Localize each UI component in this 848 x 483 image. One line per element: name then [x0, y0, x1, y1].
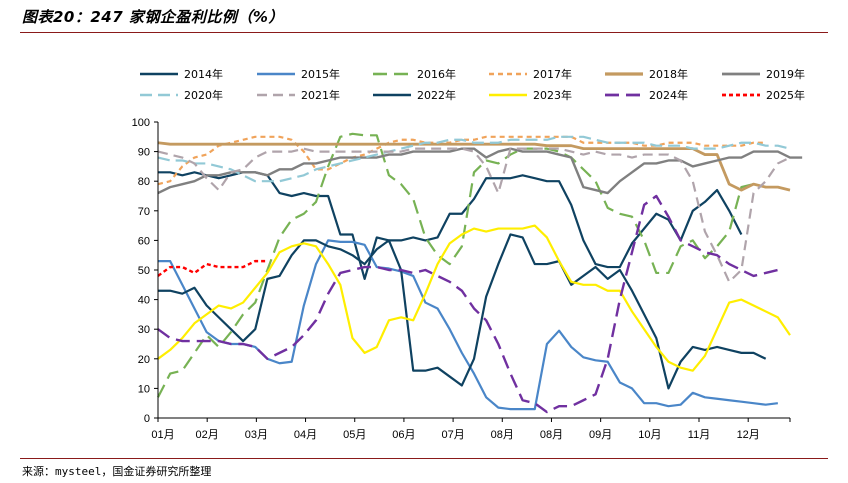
x-tick-label: 05月 [343, 429, 366, 441]
y-tick-label: 60 [138, 235, 150, 247]
y-tick-label: 20 [138, 354, 150, 366]
y-tick-label: 100 [132, 117, 150, 129]
chart-title: 图表20：247 家钢企盈利比例（%） [22, 8, 284, 26]
y-tick-label: 80 [138, 176, 150, 188]
series-line-2022年 [158, 233, 767, 390]
y-tick-label: 10 [138, 383, 150, 395]
series-line-2021年 [157, 147, 791, 283]
x-tick-label: 06月 [392, 429, 415, 441]
series-line-2016年 [157, 132, 766, 398]
source-note: 来源：mysteel，国金证券研究所整理 [22, 465, 212, 478]
y-tick-label: 30 [138, 324, 150, 336]
y-tick-label: 0 [144, 413, 150, 425]
series-line-2025年 [157, 259, 268, 277]
axes: 0 10 20 30 40 50 60 70 80 90 100 01月 02月 03月 04月 05月 06月… [132, 117, 791, 441]
series-line-2023年 [157, 224, 791, 372]
x-tick-label: 07月 [441, 429, 464, 441]
y-tick-label: 40 [138, 295, 150, 307]
legend-label-2022年: 2022年 [417, 88, 456, 102]
legend-label-2015年: 2015年 [301, 67, 340, 81]
y-tick-label: 50 [138, 265, 150, 277]
plot-area [157, 132, 803, 414]
legend-label-2020年: 2020年 [184, 88, 223, 102]
legend-label-2019年: 2019年 [766, 67, 805, 81]
title-rule [20, 32, 828, 33]
y-tick-label: 90 [138, 147, 150, 159]
legend-label-2024年: 2024年 [649, 88, 688, 102]
legend-label-2017年: 2017年 [533, 67, 572, 81]
legend-label-2014年: 2014年 [184, 67, 223, 81]
x-tick-label: 12月 [737, 429, 760, 441]
series-line-2015年 [158, 239, 778, 411]
legend-label-2025年: 2025年 [766, 88, 805, 102]
series-line-2020年 [157, 135, 791, 183]
x-tick-label: 11月 [688, 429, 710, 441]
x-tick-label: 01月 [151, 429, 174, 441]
series-line-2019年 [157, 147, 803, 195]
legend-label-2018年: 2018年 [649, 67, 688, 81]
x-tick-label: 02月 [196, 429, 219, 441]
source-rule [20, 458, 828, 459]
legend-label-2016年: 2016年 [417, 67, 456, 81]
y-tick-label: 70 [138, 206, 150, 218]
x-tick-label: 03月 [245, 429, 268, 441]
legend-label-2023年: 2023年 [533, 88, 572, 102]
x-tick-label: 09月 [589, 429, 612, 441]
series-line-2024年 [157, 194, 779, 414]
x-tick-label: 10月 [638, 429, 661, 441]
legend: 2014年 2015年 2016年 2017年 2018年 2019年 2020年 2021年… [140, 67, 805, 102]
x-tick-label: 08月 [540, 429, 563, 441]
legend-label-2021年: 2021年 [301, 88, 340, 102]
x-tick-label: 04月 [294, 429, 317, 441]
x-tick-label: 08月 [491, 429, 514, 441]
series-line-2017年 [157, 135, 766, 186]
series-line-2018年 [157, 141, 791, 192]
